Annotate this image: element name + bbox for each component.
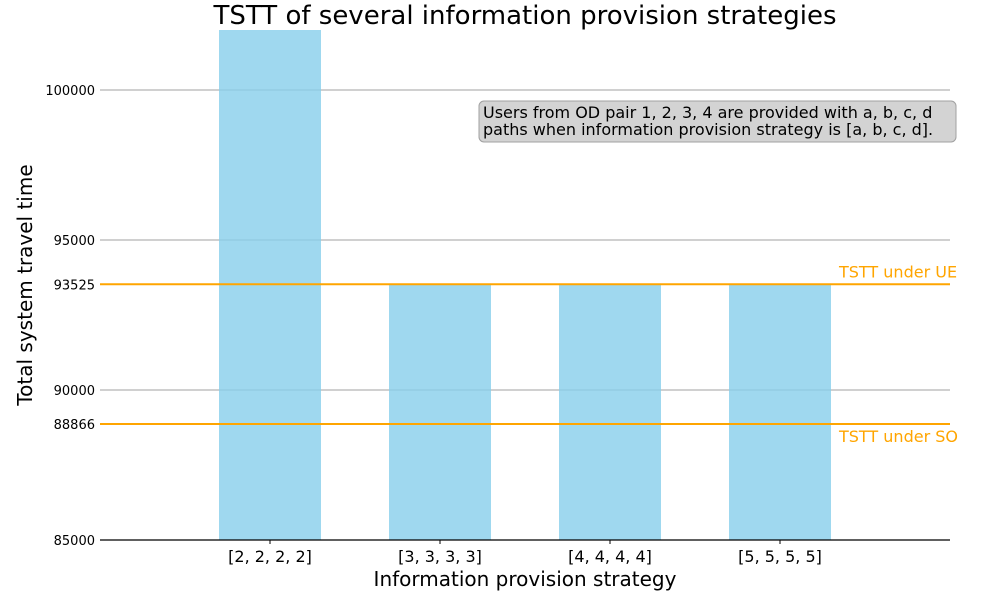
annotation-box: Users from OD pair 1, 2, 3, 4 are provid… — [478, 100, 957, 143]
annotation-background — [478, 100, 957, 143]
x-tick-label-4: [5, 5, 5, 5] — [738, 547, 822, 566]
x-tick-label-1: [2, 2, 2, 2] — [228, 547, 312, 566]
x-tick-label-3: [4, 4, 4, 4] — [568, 547, 652, 566]
y-tick-label-95000: 95000 — [54, 234, 95, 249]
bar-4 — [729, 284, 831, 540]
reference-line-label-2: TSTT under SO — [838, 427, 958, 446]
annotation-line-1: Users from OD pair 1, 2, 3, 4 are provid… — [483, 103, 932, 122]
y-axis-label: Total system travel time — [13, 164, 37, 406]
y-tick-labels: 85000 88866 90000 93525 95000 100000 — [45, 84, 95, 549]
y-tick-label-90000: 90000 — [54, 384, 95, 399]
bar-3 — [559, 284, 661, 540]
x-axis-label: Information provision strategy — [374, 567, 677, 591]
chart-title: TSTT of several information provision st… — [212, 1, 836, 31]
y-tick-label-100000: 100000 — [45, 84, 95, 99]
x-tick-labels: [2, 2, 2, 2] [3, 3, 3, 3] [4, 4, 4, 4] [5, … — [228, 540, 822, 566]
y-tick-label-93525: 93525 — [54, 278, 95, 293]
reference-line-label-1: TSTT under UE — [838, 262, 957, 281]
y-tick-label-85000: 85000 — [54, 534, 95, 549]
reference-lines: TSTT under UE TSTT under SO — [100, 262, 958, 446]
y-tick-label-88866: 88866 — [54, 418, 95, 433]
annotation-line-2: paths when information provision strateg… — [483, 120, 933, 139]
bar-2 — [389, 284, 491, 540]
x-tick-label-2: [3, 3, 3, 3] — [398, 547, 482, 566]
